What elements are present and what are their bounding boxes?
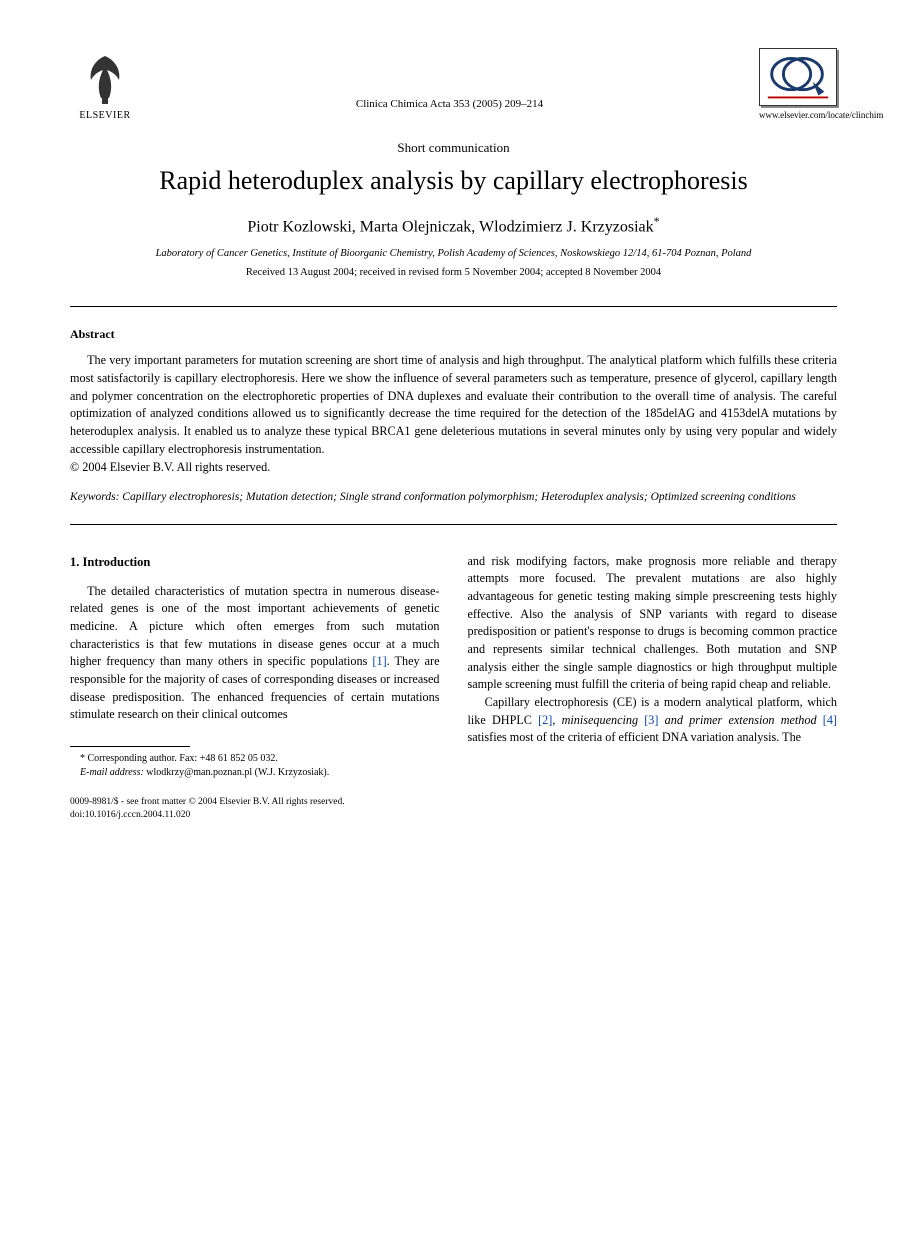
col2b-post: satisfies most of the criteria of effici… <box>468 730 802 744</box>
col2b-ital2: and primer extension method <box>665 713 817 727</box>
corresponding-marker: * <box>654 214 660 228</box>
keywords-label: Keywords: <box>70 491 119 503</box>
authors: Piotr Kozlowski, Marta Olejniczak, Wlodz… <box>70 214 837 236</box>
article-dates: Received 13 August 2004; received in rev… <box>70 267 837 278</box>
intro-heading: 1. Introduction <box>70 553 440 571</box>
journal-citation: Clinica Chimica Acta 353 (2005) 209–214 <box>140 48 759 110</box>
column-right: and risk modifying factors, make prognos… <box>468 553 838 822</box>
footnote-separator <box>70 746 190 747</box>
column-left: 1. Introduction The detailed characteris… <box>70 553 440 822</box>
footer-block: 0009-8981/$ - see front matter © 2004 El… <box>70 796 440 822</box>
abstract-heading: Abstract <box>70 327 837 342</box>
col2b-mid1: , <box>552 713 561 727</box>
keywords: Keywords: Capillary electrophoresis; Mut… <box>70 489 837 505</box>
copyright: © 2004 Elsevier B.V. All rights reserved… <box>70 460 837 475</box>
publisher-name: ELSEVIER <box>79 110 130 121</box>
article-title: Rapid heteroduplex analysis by capillary… <box>70 166 837 196</box>
ref-4[interactable]: [4] <box>823 713 837 727</box>
ref-3[interactable]: [3] <box>644 713 658 727</box>
abstract-section: Abstract The very important parameters f… <box>70 327 837 475</box>
footer-line-1: 0009-8981/$ - see front matter © 2004 El… <box>70 796 440 809</box>
ref-2[interactable]: [2] <box>538 713 552 727</box>
rule-top <box>70 306 837 307</box>
publisher-logo: ELSEVIER <box>70 48 140 126</box>
intro-col2-para-a: and risk modifying factors, make prognos… <box>468 553 838 695</box>
abstract-body: The very important parameters for mutati… <box>70 352 837 458</box>
footnote-corresponding: * Corresponding author. Fax: +48 61 852 … <box>70 752 440 766</box>
page-header: ELSEVIER Clinica Chimica Acta 353 (2005)… <box>70 48 837 126</box>
journal-logo-box: www.elsevier.com/locate/clinchim <box>759 48 837 120</box>
intro-para-1: The detailed characteristics of mutation… <box>70 583 440 725</box>
col2b-ital1: minisequencing <box>562 713 639 727</box>
cca-logo-icon <box>760 48 836 106</box>
footer-line-2: doi:10.1016/j.cccn.2004.11.020 <box>70 809 440 822</box>
intro-col1-text: The detailed characteristics of mutation… <box>70 584 440 722</box>
ref-1[interactable]: [1] <box>372 654 386 668</box>
affiliation: Laboratory of Cancer Genetics, Institute… <box>70 248 837 259</box>
keywords-text: Capillary electrophoresis; Mutation dete… <box>122 491 796 503</box>
author-list: Piotr Kozlowski, Marta Olejniczak, Wlodz… <box>247 218 653 235</box>
journal-logo <box>759 48 837 106</box>
footnote-email: E-mail address: wlodkrzy@man.poznan.pl (… <box>70 766 440 780</box>
email-label: E-mail address: <box>80 767 144 778</box>
email-value: wlodkrzy@man.poznan.pl (W.J. Krzyzosiak)… <box>146 767 329 778</box>
elsevier-tree-icon <box>75 48 135 108</box>
journal-url: www.elsevier.com/locate/clinchim <box>759 110 837 120</box>
rule-bottom <box>70 524 837 525</box>
body-columns: 1. Introduction The detailed characteris… <box>70 553 837 822</box>
intro-col2-para-b: Capillary electrophoresis (CE) is a mode… <box>468 694 838 747</box>
article-type: Short communication <box>70 140 837 156</box>
